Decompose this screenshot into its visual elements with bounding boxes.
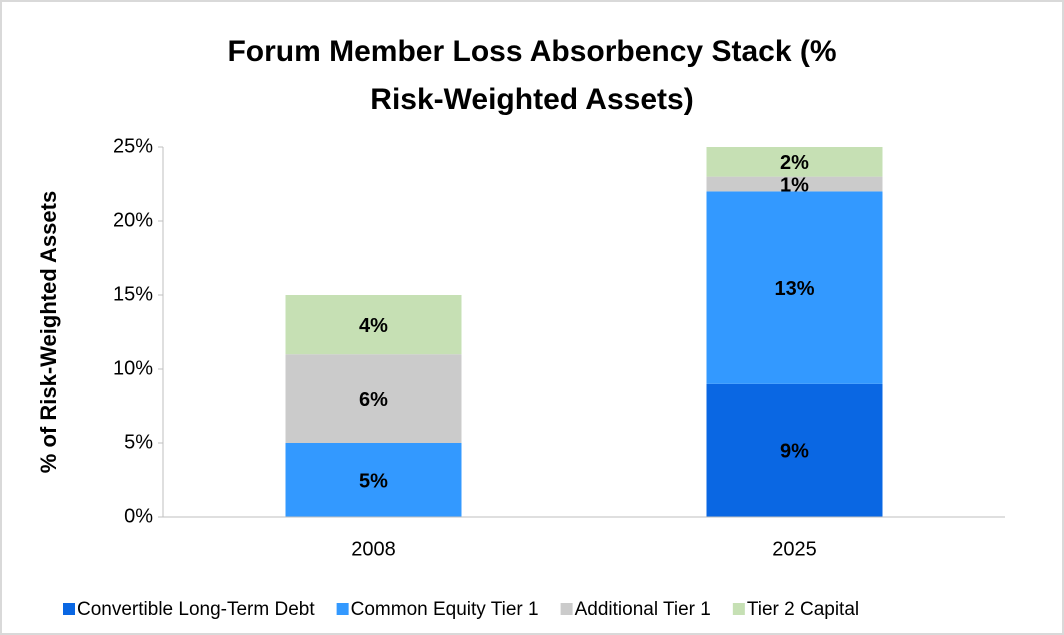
legend-swatch bbox=[732, 603, 745, 615]
legend-swatch bbox=[63, 603, 75, 615]
x-tick-label: 2008 bbox=[351, 538, 396, 560]
y-tick-label: 20% bbox=[113, 209, 153, 231]
data-label: 1% bbox=[780, 174, 809, 196]
bar-segment bbox=[706, 191, 883, 384]
bar-segment bbox=[285, 443, 462, 517]
chart-title: Forum Member Loss Absorbency Stack (% Ri… bbox=[227, 35, 837, 116]
bar-segment bbox=[285, 354, 462, 443]
bar-segment bbox=[706, 176, 883, 192]
legend-swatch bbox=[560, 603, 573, 615]
y-tick-label: 5% bbox=[124, 431, 153, 453]
bar-segment bbox=[706, 383, 883, 517]
legend-swatch bbox=[336, 603, 349, 615]
legend-label: Common Equity Tier 1 bbox=[351, 599, 539, 620]
y-tick-label: 15% bbox=[113, 283, 153, 305]
legend-label: Tier 2 Capital bbox=[747, 599, 859, 620]
legend-label: Additional Tier 1 bbox=[575, 599, 711, 620]
legend-label: Convertible Long-Term Debt bbox=[77, 599, 315, 620]
y-axis-label: % of Risk-Weighted Assets bbox=[36, 191, 61, 473]
data-label: 9% bbox=[780, 441, 809, 463]
bar-segment bbox=[285, 295, 462, 355]
data-label: 13% bbox=[774, 278, 814, 300]
data-label: 6% bbox=[359, 389, 388, 411]
data-label: 4% bbox=[359, 315, 388, 337]
y-tick-label: 25% bbox=[113, 135, 153, 157]
data-label: 5% bbox=[359, 470, 388, 492]
y-tick-label: 0% bbox=[124, 505, 153, 527]
bar-segment bbox=[706, 147, 883, 177]
x-tick-label: 2025 bbox=[772, 538, 817, 560]
data-label: 2% bbox=[780, 152, 809, 174]
y-tick-label: 10% bbox=[113, 357, 153, 379]
